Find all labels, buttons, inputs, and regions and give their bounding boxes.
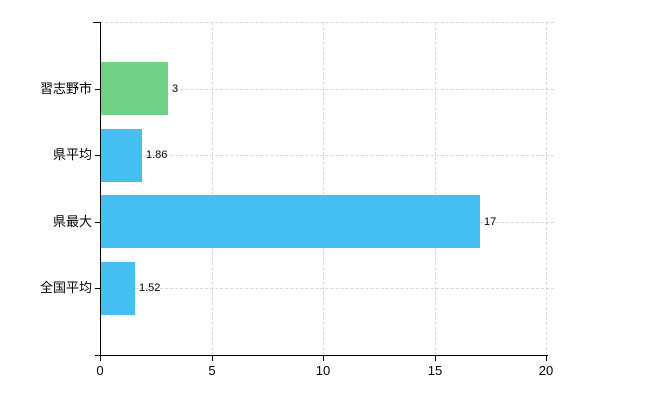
x-axis-tick xyxy=(435,355,436,361)
x-tick-label: 20 xyxy=(538,363,554,378)
bar-value-label: 1.52 xyxy=(139,282,161,294)
x-axis-line xyxy=(95,355,548,356)
category-label: 県平均 xyxy=(52,147,92,162)
y-axis-tick xyxy=(95,155,100,156)
x-axis-tick xyxy=(546,355,547,361)
y-axis-tick xyxy=(95,222,100,223)
y-axis-tick xyxy=(95,288,100,289)
bar xyxy=(101,62,168,115)
gridline-top xyxy=(100,22,554,23)
y-axis-top-tick xyxy=(93,22,100,23)
bar-value-label: 1.86 xyxy=(146,149,168,161)
gridline-vertical xyxy=(323,22,324,355)
gridline-vertical xyxy=(434,22,436,355)
x-axis-tick xyxy=(212,355,213,361)
category-label: 全国平均 xyxy=(39,280,92,295)
gridline-vertical xyxy=(546,22,547,355)
y-axis-tick xyxy=(95,89,100,90)
gridline-horizontal xyxy=(100,288,554,289)
x-tick-label: 15 xyxy=(427,363,443,378)
gridline-horizontal xyxy=(100,155,554,156)
bar xyxy=(101,129,142,182)
x-tick-label: 0 xyxy=(96,363,104,378)
category-label: 県最大 xyxy=(52,214,92,229)
x-tick-label: 5 xyxy=(208,363,216,378)
bar-value-label: 3 xyxy=(172,83,179,95)
category-label: 習志野市 xyxy=(39,81,92,96)
x-tick-label: 10 xyxy=(315,363,331,378)
gridline-horizontal xyxy=(100,89,554,90)
bar xyxy=(101,195,480,248)
y-axis-line xyxy=(100,22,101,356)
bar-value-label: 17 xyxy=(484,216,497,228)
bar xyxy=(101,262,135,315)
x-axis-tick xyxy=(323,355,324,361)
x-axis-tick xyxy=(100,355,101,361)
gridline-vertical xyxy=(211,22,213,355)
